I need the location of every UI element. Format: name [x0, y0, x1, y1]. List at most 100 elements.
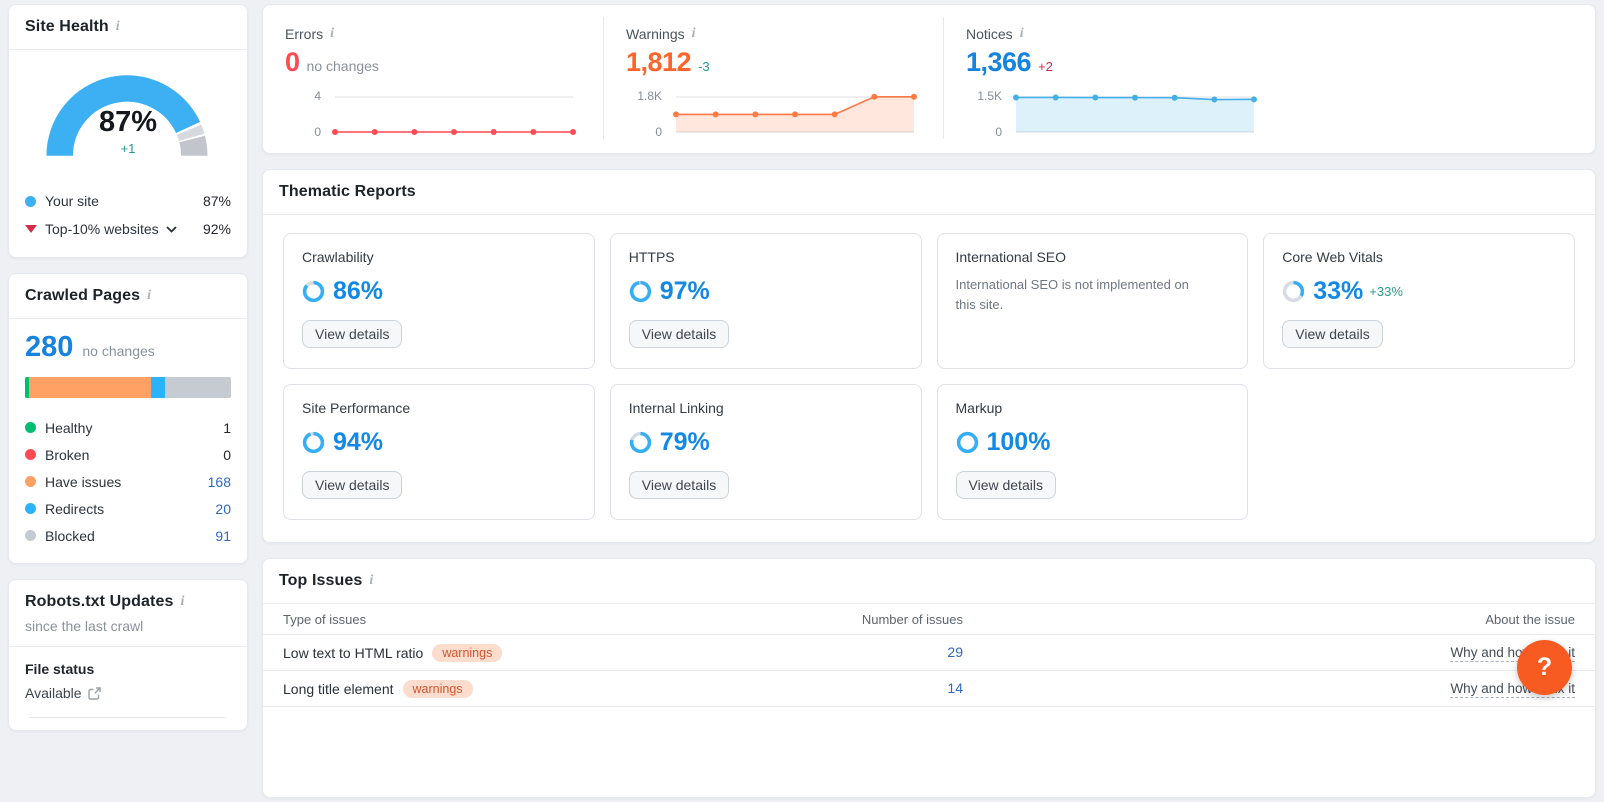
errors-delta: no changes: [306, 58, 379, 74]
info-icon[interactable]: i: [147, 288, 152, 303]
warnings-badge: warnings: [402, 679, 473, 698]
gauge-delta: +1: [120, 141, 136, 156]
issue-name: Low text to HTML ratio: [283, 644, 424, 661]
issue-name: Long title element: [283, 680, 394, 697]
legend-value-link[interactable]: 20: [215, 500, 231, 517]
legend-row-top10-websites: Top-10% websites 92%: [25, 215, 231, 243]
y-axis-bottom-label: 0: [655, 125, 662, 139]
thematic-card-title: Internal Linking: [628, 400, 724, 416]
notices-delta: +2: [1038, 59, 1053, 74]
warnings-sparkline: 1.8K 0: [626, 87, 943, 139]
file-status-link[interactable]: Available: [25, 685, 231, 701]
thematic-card-title: Markup: [955, 400, 1003, 416]
legend-label: Top-10% websites: [45, 221, 159, 237]
gauge-value: 87%: [98, 106, 158, 138]
column-type-of-issues: Type of issues: [283, 611, 367, 627]
info-icon[interactable]: i: [115, 19, 120, 34]
thematic-card-markup: Markup 100% View details: [936, 384, 1249, 520]
issue-count-link[interactable]: 14: [947, 679, 963, 696]
view-details-button[interactable]: View details: [302, 471, 403, 499]
triangle-down-icon: [25, 225, 37, 233]
crawled-pages-title: Crawled Pages: [25, 287, 141, 304]
view-details-button[interactable]: View details: [302, 320, 403, 348]
legend-label: Broken: [45, 446, 90, 463]
legend-label: Healthy: [45, 419, 93, 436]
thematic-card-https: HTTPS 97% View details: [609, 233, 922, 369]
legend-label: Blocked: [45, 527, 95, 544]
crawled-pages-total: 280: [25, 331, 74, 363]
warnings-delta: -3: [698, 59, 710, 74]
gauge-chart: [34, 75, 208, 186]
view-details-button[interactable]: View details: [955, 471, 1056, 499]
site-health-title: Site Health: [25, 18, 109, 35]
crawled-pages-change: no changes: [82, 343, 155, 359]
errors-value: 0: [285, 47, 300, 77]
view-details-button[interactable]: View details: [628, 471, 730, 499]
info-icon[interactable]: i: [691, 26, 696, 41]
your-site-dot-icon: [25, 195, 36, 207]
issue-count-link[interactable]: 29: [947, 643, 963, 660]
info-icon[interactable]: i: [330, 26, 335, 41]
notices-label: Notices: [966, 26, 1013, 42]
bar-segment-blocked: [165, 377, 231, 398]
help-button[interactable]: ?: [1517, 640, 1572, 695]
divider: [29, 717, 225, 718]
crawled-pages-stacked-bar[interactable]: [25, 377, 231, 398]
chevron-down-icon[interactable]: [165, 225, 177, 233]
thematic-percent: 79%: [659, 428, 710, 456]
notices-spark-chart: [1013, 94, 1257, 133]
issue-row-low-text-to-html: Low text to HTML ratio warnings 29 Why a…: [263, 635, 1595, 671]
thematic-card-title: Crawlability: [302, 249, 374, 265]
thematic-reports-card: Thematic Reports Crawlability 86% View d…: [262, 169, 1596, 543]
view-details-button[interactable]: View details: [628, 320, 730, 348]
top-issues-card: Top Issues i Type of issues Number of is…: [262, 558, 1596, 798]
top-issues-column-headers: Type of issues Number of issues About th…: [263, 604, 1595, 635]
thematic-card-title: International SEO: [955, 249, 1067, 265]
notices-value: 1,366: [966, 47, 1032, 77]
thematic-percent: 97%: [659, 277, 710, 305]
robots-txt-header: Robots.txt Updates i since the last craw…: [9, 580, 247, 647]
donut-icon: [302, 431, 325, 454]
issue-row-long-title-element: Long title element warnings 14 Why and h…: [263, 671, 1595, 707]
robots-txt-body: File status Available: [9, 647, 247, 730]
file-status-label: File status: [25, 661, 95, 677]
notices-sparkline: 1.5K 0: [966, 87, 1595, 139]
info-icon[interactable]: i: [180, 594, 185, 609]
warnings-value: 1,812: [626, 47, 692, 77]
legend-row-have-issues: Have issues 168: [25, 468, 231, 495]
thematic-percent: 100%: [986, 428, 1051, 456]
top-issues-header: Top Issues i: [263, 559, 1595, 604]
legend-label: Your site: [45, 193, 99, 209]
robots-txt-title: Robots.txt Updates: [25, 593, 174, 610]
crawled-pages-body: 280 no changes Healthy 1 Broken 0: [9, 319, 247, 563]
y-axis-bottom-label: 0: [314, 125, 321, 139]
thematic-percent: 33%: [1313, 277, 1364, 305]
thematic-card-title: HTTPS: [628, 249, 675, 265]
legend-value-link[interactable]: 168: [207, 473, 231, 490]
bar-segment-healthy: [25, 377, 29, 398]
site-health-card: Site Health i 87% +1 Your site 87% Top-1…: [8, 4, 248, 258]
info-icon[interactable]: i: [1019, 26, 1024, 41]
healthy-dot-icon: [25, 422, 36, 433]
stat-errors: Errors i 0 no changes 4 0: [263, 17, 603, 139]
crawled-pages-card: Crawled Pages i 280 no changes Healthy 1: [8, 273, 248, 564]
view-details-button[interactable]: View details: [1282, 320, 1383, 348]
thematic-reports-grid: Crawlability 86% View details HTTPS 97% …: [263, 215, 1595, 542]
bar-segment-have-issues: [28, 377, 151, 398]
thematic-percent: 94%: [333, 428, 384, 456]
donut-icon: [629, 431, 651, 454]
info-icon[interactable]: i: [369, 573, 374, 588]
thematic-card-internal-linking: Internal Linking 79% View details: [609, 384, 922, 520]
external-link-icon: [87, 686, 101, 700]
y-axis-top-label: 1.8K: [637, 89, 662, 103]
legend-value-link[interactable]: 91: [215, 527, 231, 544]
legend-row-redirects: Redirects 20: [25, 495, 231, 522]
thematic-percent: 86%: [333, 277, 384, 305]
sidebar: Site Health i 87% +1 Your site 87% Top-1…: [8, 4, 248, 798]
thematic-card-title: Site Performance: [302, 400, 411, 416]
thematic-card-crawlability: Crawlability 86% View details: [283, 233, 595, 369]
legend-row-broken: Broken 0: [25, 441, 231, 468]
file-status-value: Available: [25, 685, 82, 701]
warnings-spark-chart: [673, 93, 917, 133]
